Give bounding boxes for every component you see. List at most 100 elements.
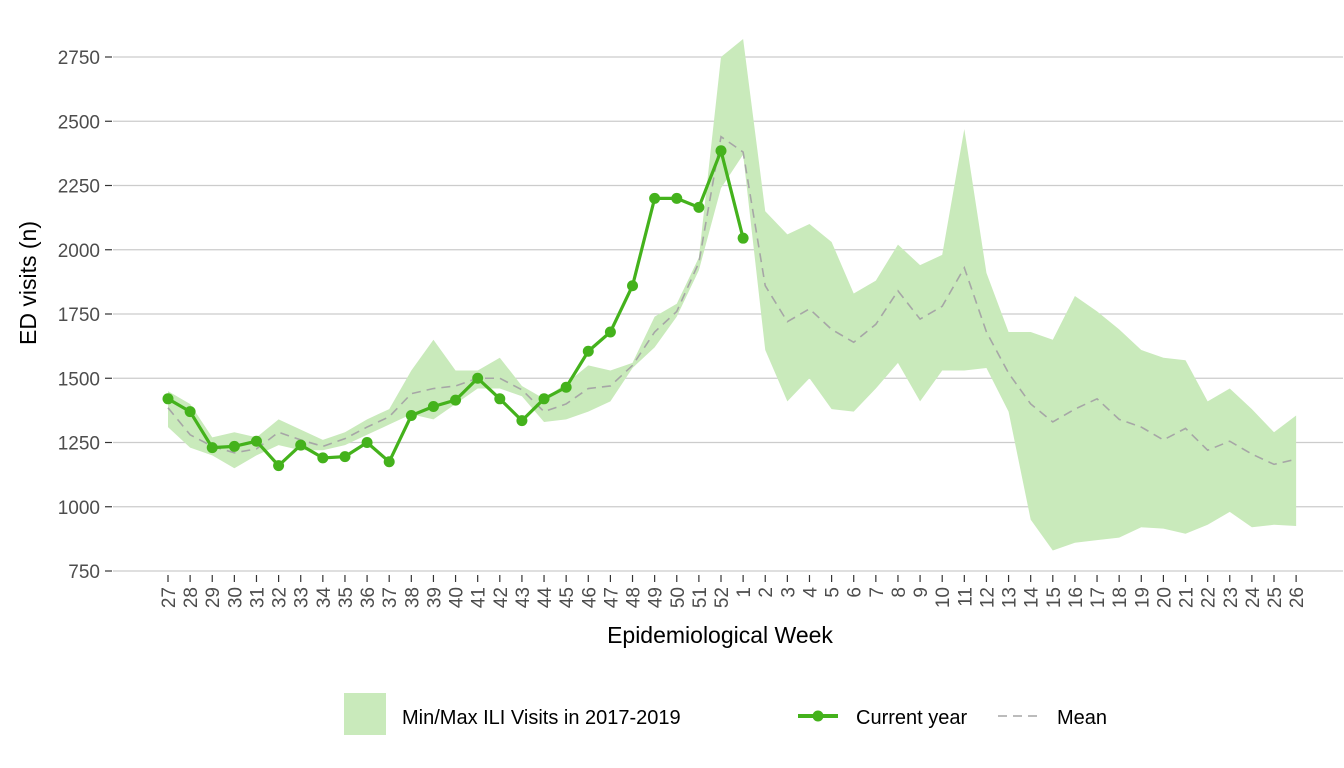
x-axis-title: Epidemiological Week [607,622,833,648]
y-axis-ticks: 750 1000 1250 1500 1750 2000 2250 2500 2750 [58,48,112,583]
current-point-48 [627,280,639,292]
current-point-39 [427,401,439,413]
legend-band-label: Min/Max ILI Visits in 2017-2019 [402,707,681,729]
x-tick-label-45: 20 [1154,587,1175,608]
x-tick-label-27: 2 [756,587,777,598]
current-point-42 [494,393,506,405]
x-tick-label-51: 26 [1287,587,1308,608]
min-max-band [168,39,1297,551]
current-point-38 [405,410,417,422]
current-point-1 [737,232,749,244]
x-tick-label-10: 37 [380,587,401,608]
current-point-46 [582,345,594,357]
x-tick-label-22: 49 [646,587,667,608]
x-tick-label-23: 50 [668,587,689,608]
min-max-band-layer [168,39,1297,551]
x-tick-label-43: 18 [1110,587,1131,608]
current-point-37 [383,456,395,468]
x-tick-label-33: 8 [889,587,910,598]
x-tick-label-41: 16 [1066,587,1087,608]
x-tick-label-40: 15 [1044,587,1065,608]
current-point-44 [538,393,550,405]
x-tick-label-2: 29 [203,587,224,608]
current-point-33 [295,439,307,451]
series-mean-line [167,135,1297,466]
x-tick-label-35: 10 [933,587,954,608]
current-point-41 [472,372,484,384]
x-tick-label-21: 48 [624,587,645,608]
x-tick-label-46: 21 [1177,587,1198,608]
x-tick-label-7: 34 [314,587,335,609]
x-tick-label-39: 14 [1022,587,1043,609]
x-tick-label-47: 22 [1199,587,1220,608]
current-point-31 [250,435,262,447]
x-tick-label-42: 17 [1088,587,1109,608]
current-point-43 [516,415,528,427]
x-tick-label-50: 25 [1265,587,1286,608]
current-point-52 [715,145,727,157]
x-tick-label-32: 7 [867,587,888,598]
current-point-34 [317,452,329,464]
current-point-36 [361,437,373,448]
y-tick-label-5: 2000 [58,241,100,262]
x-tick-label-8: 35 [336,587,357,608]
x-tick-label-4: 31 [247,587,268,608]
x-tick-label-20: 47 [601,587,622,608]
x-tick-label-17: 44 [535,587,556,609]
y-tick-label-3: 1500 [58,369,100,390]
current-point-51 [693,201,705,213]
y-tick-label-0: 750 [68,562,100,583]
x-tick-label-31: 6 [845,587,866,598]
x-tick-label-49: 24 [1243,587,1264,609]
current-point-30 [228,440,240,452]
x-tick-label-16: 43 [513,587,534,608]
y-tick-label-7: 2500 [58,112,100,133]
current-point-32 [273,460,285,472]
x-tick-label-1: 28 [181,587,202,608]
x-tick-label-0: 27 [159,587,180,608]
x-tick-label-19: 46 [579,587,600,608]
x-tick-label-6: 33 [292,587,313,608]
x-tick-label-30: 5 [823,587,844,598]
x-tick-label-3: 30 [225,587,246,608]
legend-band-key [344,693,386,735]
legend-mean-label: Mean [1057,707,1107,729]
x-tick-label-34: 9 [911,587,932,598]
current-point-49 [649,192,661,204]
x-tick-label-25: 52 [712,587,733,608]
x-tick-label-13: 40 [447,587,468,608]
x-tick-label-12: 39 [424,587,445,608]
current-point-45 [560,381,572,393]
x-axis-ticks: 27 28 29 30 31 32 33 34 35 36 37 38 39 40 41 42 43 44 45 46… [159,575,1308,608]
x-tick-label-37: 12 [977,587,998,608]
x-tick-label-9: 36 [358,587,379,608]
current-point-40 [450,394,462,406]
y-tick-label-4: 1750 [58,305,100,326]
y-axis-title: ED visits (n) [15,221,41,345]
current-point-27 [162,393,174,405]
x-tick-label-48: 23 [1221,587,1242,608]
x-tick-label-38: 13 [1000,587,1021,608]
current-point-35 [339,451,351,463]
x-tick-label-36: 11 [955,587,976,607]
x-tick-label-29: 4 [800,587,821,598]
series-layer [162,135,1297,472]
x-tick-label-24: 51 [690,587,711,608]
current-point-47 [604,326,616,338]
current-point-50 [671,192,683,204]
x-tick-label-15: 42 [491,587,512,608]
x-tick-label-18: 45 [557,587,578,608]
y-tick-label-2: 1250 [58,434,100,455]
x-tick-label-44: 19 [1132,587,1153,608]
legend-current-marker [812,710,824,722]
x-tick-label-5: 32 [270,587,291,608]
legend: Min/Max ILI Visits in 2017-2019 Current … [344,693,1107,735]
y-tick-label-6: 2250 [58,177,100,198]
y-tick-label-8: 2750 [58,48,100,69]
x-tick-label-14: 41 [469,587,490,608]
current-point-28 [184,406,196,418]
current-point-29 [206,442,218,454]
x-tick-label-26: 1 [734,587,755,598]
legend-current-label: Current year [856,707,967,729]
